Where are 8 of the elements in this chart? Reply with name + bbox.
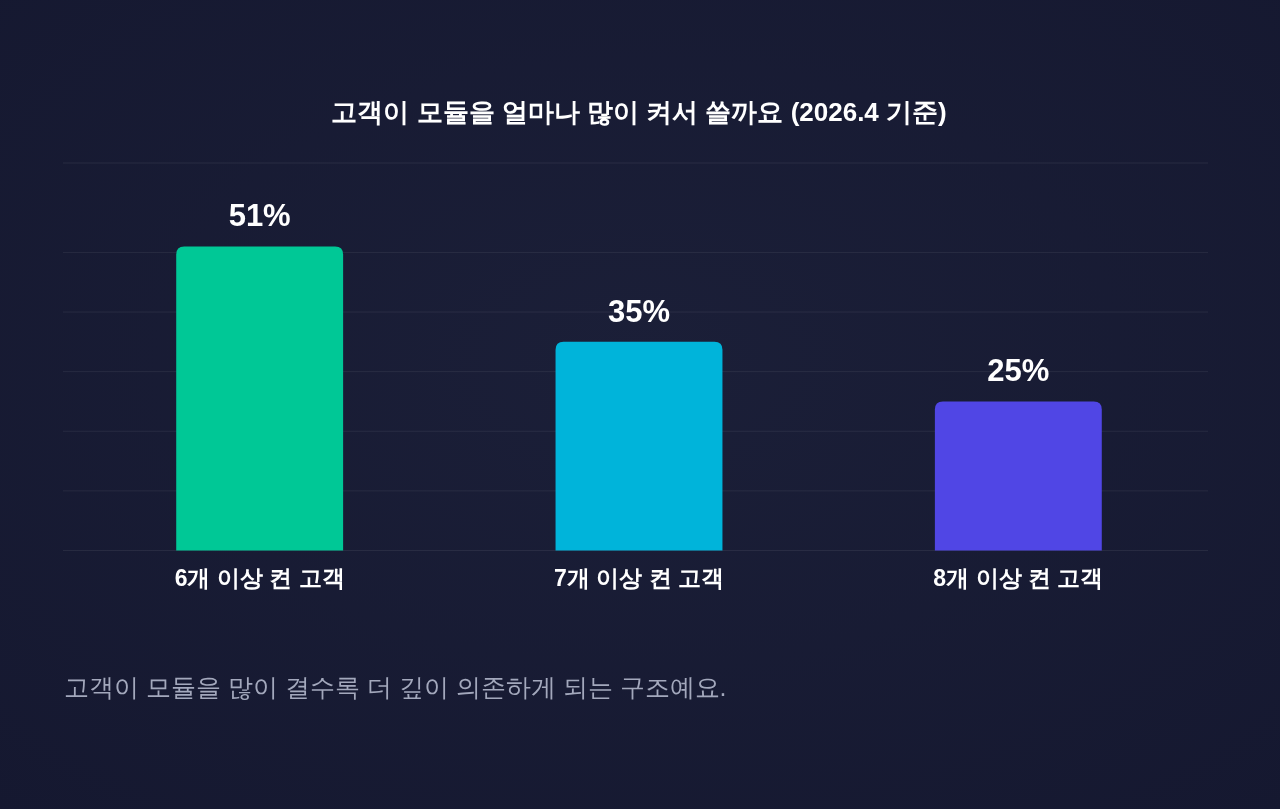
text: 고객이 모듈을 많이 결수록 더 깊이 의존하게 되는 구조예요.: [64, 673, 727, 701]
data-label: 51%: [228, 198, 291, 234]
x-tick-label: 6개 이상 켠 고객: [174, 565, 345, 591]
chart-title: 고객이 모듈을 얼마나 많이 켜서 쓸까요 (2026.4 기준): [331, 97, 947, 127]
x-tick-label: 7개 이상 켠 고객: [554, 565, 724, 591]
data-label: 25%: [987, 353, 1050, 389]
data-label: 35%: [607, 293, 671, 329]
x-tick-label: 8개 이상 켠 고객: [933, 565, 1104, 591]
